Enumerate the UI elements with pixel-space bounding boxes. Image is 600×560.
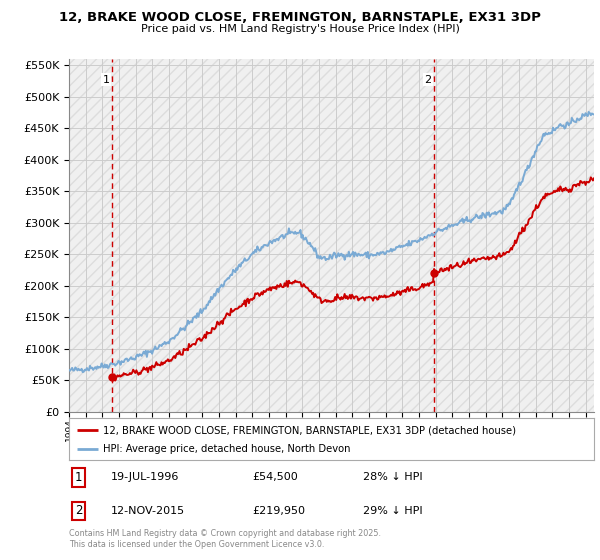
Text: 28% ↓ HPI: 28% ↓ HPI — [363, 472, 422, 482]
Text: 19-JUL-1996: 19-JUL-1996 — [111, 472, 179, 482]
Text: £54,500: £54,500 — [253, 472, 299, 482]
Text: HPI: Average price, detached house, North Devon: HPI: Average price, detached house, Nort… — [103, 445, 350, 454]
Text: Price paid vs. HM Land Registry's House Price Index (HPI): Price paid vs. HM Land Registry's House … — [140, 24, 460, 34]
Text: 2: 2 — [75, 505, 82, 517]
Text: 12, BRAKE WOOD CLOSE, FREMINGTON, BARNSTAPLE, EX31 3DP (detached house): 12, BRAKE WOOD CLOSE, FREMINGTON, BARNST… — [103, 425, 516, 435]
Text: 1: 1 — [103, 74, 109, 85]
Text: Contains HM Land Registry data © Crown copyright and database right 2025.
This d: Contains HM Land Registry data © Crown c… — [69, 529, 381, 549]
Text: £219,950: £219,950 — [253, 506, 306, 516]
Text: 29% ↓ HPI: 29% ↓ HPI — [363, 506, 422, 516]
Text: 1: 1 — [75, 470, 82, 484]
Text: 2: 2 — [424, 74, 431, 85]
Text: 12, BRAKE WOOD CLOSE, FREMINGTON, BARNSTAPLE, EX31 3DP: 12, BRAKE WOOD CLOSE, FREMINGTON, BARNST… — [59, 11, 541, 24]
Text: 12-NOV-2015: 12-NOV-2015 — [111, 506, 185, 516]
